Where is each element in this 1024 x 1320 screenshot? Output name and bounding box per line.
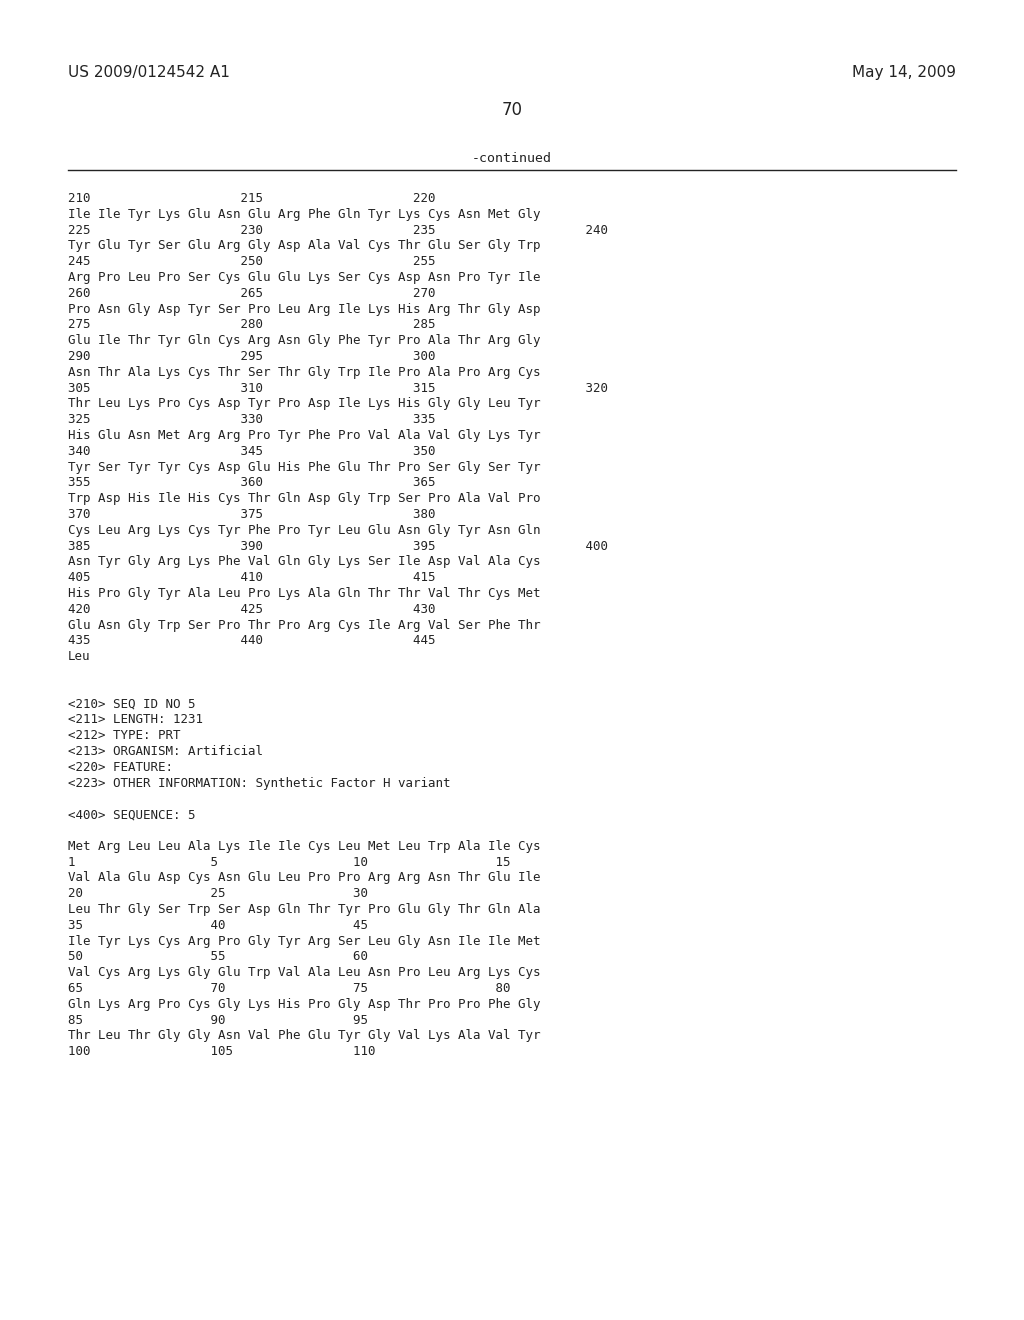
Text: 370                    375                    380: 370 375 380 xyxy=(68,508,435,521)
Text: 50                 55                 60: 50 55 60 xyxy=(68,950,368,964)
Text: 355                    360                    365: 355 360 365 xyxy=(68,477,435,490)
Text: 245                    250                    255: 245 250 255 xyxy=(68,255,435,268)
Text: Glu Ile Thr Tyr Gln Cys Arg Asn Gly Phe Tyr Pro Ala Thr Arg Gly: Glu Ile Thr Tyr Gln Cys Arg Asn Gly Phe … xyxy=(68,334,541,347)
Text: <400> SEQUENCE: 5: <400> SEQUENCE: 5 xyxy=(68,808,196,821)
Text: <212> TYPE: PRT: <212> TYPE: PRT xyxy=(68,729,180,742)
Text: <213> ORGANISM: Artificial: <213> ORGANISM: Artificial xyxy=(68,744,263,758)
Text: Val Ala Glu Asp Cys Asn Glu Leu Pro Pro Arg Arg Asn Thr Glu Ile: Val Ala Glu Asp Cys Asn Glu Leu Pro Pro … xyxy=(68,871,541,884)
Text: Glu Asn Gly Trp Ser Pro Thr Pro Arg Cys Ile Arg Val Ser Phe Thr: Glu Asn Gly Trp Ser Pro Thr Pro Arg Cys … xyxy=(68,619,541,631)
Text: 20                 25                 30: 20 25 30 xyxy=(68,887,368,900)
Text: 420                    425                    430: 420 425 430 xyxy=(68,603,435,616)
Text: Trp Asp His Ile His Cys Thr Gln Asp Gly Trp Ser Pro Ala Val Pro: Trp Asp His Ile His Cys Thr Gln Asp Gly … xyxy=(68,492,541,506)
Text: 385                    390                    395                    400: 385 390 395 400 xyxy=(68,540,608,553)
Text: Tyr Ser Tyr Tyr Cys Asp Glu His Phe Glu Thr Pro Ser Gly Ser Tyr: Tyr Ser Tyr Tyr Cys Asp Glu His Phe Glu … xyxy=(68,461,541,474)
Text: Ile Ile Tyr Lys Glu Asn Glu Arg Phe Gln Tyr Lys Cys Asn Met Gly: Ile Ile Tyr Lys Glu Asn Glu Arg Phe Gln … xyxy=(68,207,541,220)
Text: Tyr Glu Tyr Ser Glu Arg Gly Asp Ala Val Cys Thr Glu Ser Gly Trp: Tyr Glu Tyr Ser Glu Arg Gly Asp Ala Val … xyxy=(68,239,541,252)
Text: 225                    230                    235                    240: 225 230 235 240 xyxy=(68,223,608,236)
Text: 70: 70 xyxy=(502,102,522,119)
Text: 85                 90                 95: 85 90 95 xyxy=(68,1014,368,1027)
Text: 405                    410                    415: 405 410 415 xyxy=(68,572,435,585)
Text: <210> SEQ ID NO 5: <210> SEQ ID NO 5 xyxy=(68,697,196,710)
Text: Asn Thr Ala Lys Cys Thr Ser Thr Gly Trp Ile Pro Ala Pro Arg Cys: Asn Thr Ala Lys Cys Thr Ser Thr Gly Trp … xyxy=(68,366,541,379)
Text: 1                  5                  10                 15: 1 5 10 15 xyxy=(68,855,511,869)
Text: Pro Asn Gly Asp Tyr Ser Pro Leu Arg Ile Lys His Arg Thr Gly Asp: Pro Asn Gly Asp Tyr Ser Pro Leu Arg Ile … xyxy=(68,302,541,315)
Text: US 2009/0124542 A1: US 2009/0124542 A1 xyxy=(68,65,229,79)
Text: Ile Tyr Lys Cys Arg Pro Gly Tyr Arg Ser Leu Gly Asn Ile Ile Met: Ile Tyr Lys Cys Arg Pro Gly Tyr Arg Ser … xyxy=(68,935,541,948)
Text: 435                    440                    445: 435 440 445 xyxy=(68,635,435,647)
Text: May 14, 2009: May 14, 2009 xyxy=(852,65,956,79)
Text: 340                    345                    350: 340 345 350 xyxy=(68,445,435,458)
Text: Met Arg Leu Leu Ala Lys Ile Ile Cys Leu Met Leu Trp Ala Ile Cys: Met Arg Leu Leu Ala Lys Ile Ile Cys Leu … xyxy=(68,840,541,853)
Text: Arg Pro Leu Pro Ser Cys Glu Glu Lys Ser Cys Asp Asn Pro Tyr Ile: Arg Pro Leu Pro Ser Cys Glu Glu Lys Ser … xyxy=(68,271,541,284)
Text: His Glu Asn Met Arg Arg Pro Tyr Phe Pro Val Ala Val Gly Lys Tyr: His Glu Asn Met Arg Arg Pro Tyr Phe Pro … xyxy=(68,429,541,442)
Text: 305                    310                    315                    320: 305 310 315 320 xyxy=(68,381,608,395)
Text: Cys Leu Arg Lys Cys Tyr Phe Pro Tyr Leu Glu Asn Gly Tyr Asn Gln: Cys Leu Arg Lys Cys Tyr Phe Pro Tyr Leu … xyxy=(68,524,541,537)
Text: 275                    280                    285: 275 280 285 xyxy=(68,318,435,331)
Text: Leu: Leu xyxy=(68,651,90,663)
Text: 35                 40                 45: 35 40 45 xyxy=(68,919,368,932)
Text: 210                    215                    220: 210 215 220 xyxy=(68,191,435,205)
Text: 260                    265                    270: 260 265 270 xyxy=(68,286,435,300)
Text: 325                    330                    335: 325 330 335 xyxy=(68,413,435,426)
Text: Thr Leu Lys Pro Cys Asp Tyr Pro Asp Ile Lys His Gly Gly Leu Tyr: Thr Leu Lys Pro Cys Asp Tyr Pro Asp Ile … xyxy=(68,397,541,411)
Text: Val Cys Arg Lys Gly Glu Trp Val Ala Leu Asn Pro Leu Arg Lys Cys: Val Cys Arg Lys Gly Glu Trp Val Ala Leu … xyxy=(68,966,541,979)
Text: -continued: -continued xyxy=(472,152,552,165)
Text: 100                105                110: 100 105 110 xyxy=(68,1045,376,1059)
Text: <220> FEATURE:: <220> FEATURE: xyxy=(68,760,173,774)
Text: Gln Lys Arg Pro Cys Gly Lys His Pro Gly Asp Thr Pro Pro Phe Gly: Gln Lys Arg Pro Cys Gly Lys His Pro Gly … xyxy=(68,998,541,1011)
Text: 65                 70                 75                 80: 65 70 75 80 xyxy=(68,982,511,995)
Text: <223> OTHER INFORMATION: Synthetic Factor H variant: <223> OTHER INFORMATION: Synthetic Facto… xyxy=(68,776,451,789)
Text: Leu Thr Gly Ser Trp Ser Asp Gln Thr Tyr Pro Glu Gly Thr Gln Ala: Leu Thr Gly Ser Trp Ser Asp Gln Thr Tyr … xyxy=(68,903,541,916)
Text: Asn Tyr Gly Arg Lys Phe Val Gln Gly Lys Ser Ile Asp Val Ala Cys: Asn Tyr Gly Arg Lys Phe Val Gln Gly Lys … xyxy=(68,556,541,569)
Text: His Pro Gly Tyr Ala Leu Pro Lys Ala Gln Thr Thr Val Thr Cys Met: His Pro Gly Tyr Ala Leu Pro Lys Ala Gln … xyxy=(68,587,541,601)
Text: Thr Leu Thr Gly Gly Asn Val Phe Glu Tyr Gly Val Lys Ala Val Tyr: Thr Leu Thr Gly Gly Asn Val Phe Glu Tyr … xyxy=(68,1030,541,1043)
Text: 290                    295                    300: 290 295 300 xyxy=(68,350,435,363)
Text: <211> LENGTH: 1231: <211> LENGTH: 1231 xyxy=(68,713,203,726)
